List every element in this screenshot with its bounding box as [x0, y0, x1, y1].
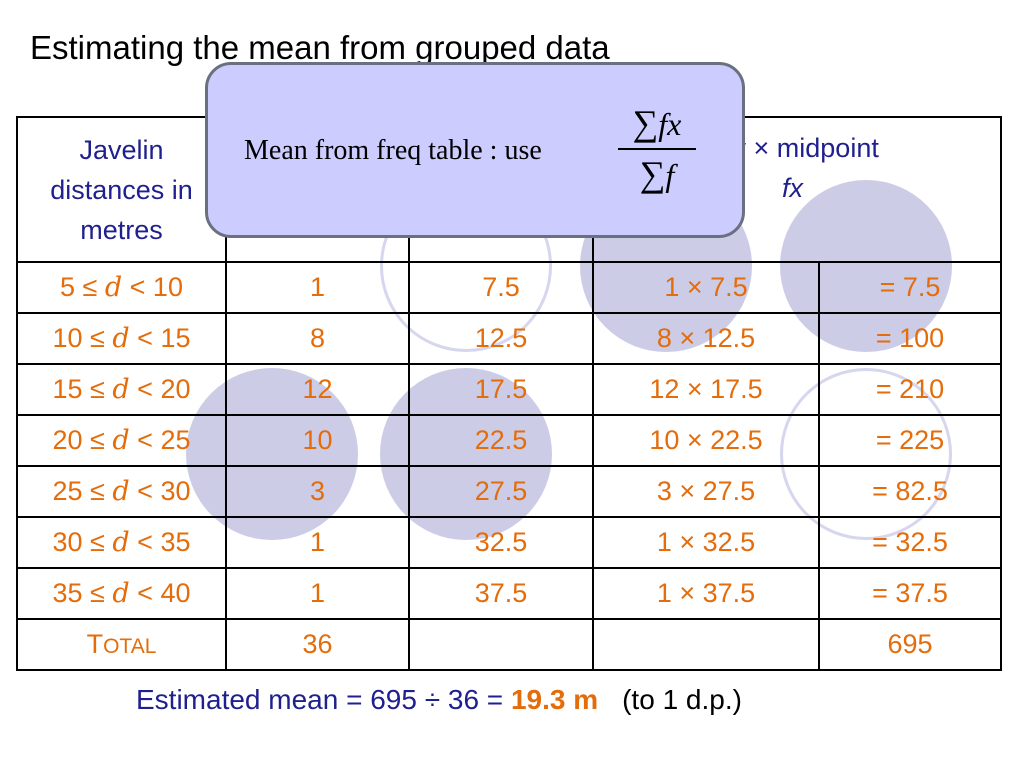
- frequency-cell: 8: [225, 312, 410, 365]
- interval-cell: 15 ≤ d < 20: [16, 363, 227, 416]
- result-prefix: Estimated mean = 695 ÷ 36 =: [136, 684, 511, 715]
- midpoint-cell: 37.5: [408, 567, 594, 620]
- frequency-cell: 10: [225, 414, 410, 467]
- header-fx-symbol: fx: [782, 173, 804, 203]
- interval-cell: 30 ≤ d < 35: [16, 516, 227, 569]
- midpoint-cell: 32.5: [408, 516, 594, 569]
- table-row: 25 ≤ d < 30 3 27.5 3 × 27.5 = 82.5: [16, 465, 1002, 518]
- table-row: 15 ≤ d < 20 12 17.5 12 × 17.5 = 210: [16, 363, 1002, 416]
- total-label: TOTAL: [16, 618, 227, 671]
- product-cell: 8 × 12.5: [592, 312, 820, 365]
- table-row: 30 ≤ d < 35 1 32.5 1 × 32.5 = 32.5: [16, 516, 1002, 569]
- header-distance-line3: metres: [80, 214, 163, 245]
- total-frequency: 36: [225, 618, 410, 671]
- product-cell: 1 × 32.5: [592, 516, 820, 569]
- fx-cell: = 37.5: [818, 567, 1002, 620]
- formula-denominator: ∑f: [639, 154, 675, 194]
- formula-callout: Mean from freq table : use ∑fx ∑f: [205, 62, 745, 238]
- table-row: 10 ≤ d < 15 8 12.5 8 × 12.5 = 100: [16, 312, 1002, 365]
- table-total-row: TOTAL 36 695: [16, 618, 1002, 671]
- total-empty-midpoint: [408, 618, 594, 671]
- fx-cell: = 7.5: [818, 261, 1002, 314]
- table-row: 20 ≤ d < 25 10 22.5 10 × 22.5 = 225: [16, 414, 1002, 467]
- midpoint-cell: 12.5: [408, 312, 594, 365]
- product-cell: 10 × 22.5: [592, 414, 820, 467]
- header-distance: Javelin distances in metres: [16, 116, 227, 263]
- header-distance-line2: distances in: [50, 174, 193, 205]
- interval-cell: 25 ≤ d < 30: [16, 465, 227, 518]
- fx-cell: = 225: [818, 414, 1002, 467]
- formula-text: Mean from freq table : use: [244, 135, 542, 166]
- interval-cell: 5 ≤ d < 10: [16, 261, 227, 314]
- frequency-cell: 12: [225, 363, 410, 416]
- result-precision: (to 1 d.p.): [622, 684, 742, 715]
- fx-cell: = 100: [818, 312, 1002, 365]
- interval-cell: 20 ≤ d < 25: [16, 414, 227, 467]
- table-row: 35 ≤ d < 40 1 37.5 1 × 37.5 = 37.5: [16, 567, 1002, 620]
- fx-cell: = 82.5: [818, 465, 1002, 518]
- midpoint-cell: 7.5: [408, 261, 594, 314]
- header-distance-line1: Javelin: [79, 134, 164, 165]
- product-cell: 1 × 37.5: [592, 567, 820, 620]
- mean-formula-fraction: ∑fx ∑f: [618, 103, 696, 195]
- estimated-mean-result: Estimated mean = 695 ÷ 36 = 19.3 m (to 1 …: [136, 684, 742, 716]
- frequency-cell: 1: [225, 261, 410, 314]
- frequency-cell: 3: [225, 465, 410, 518]
- interval-cell: 35 ≤ d < 40: [16, 567, 227, 620]
- interval-cell: 10 ≤ d < 15: [16, 312, 227, 365]
- frequency-cell: 1: [225, 567, 410, 620]
- formula-numerator: ∑fx: [632, 103, 682, 143]
- total-fx: 695: [818, 618, 1002, 671]
- result-answer: 19.3 m: [510, 684, 599, 715]
- table-row: 5 ≤ d < 10 1 7.5 1 × 7.5 = 7.5: [16, 261, 1002, 314]
- product-cell: 3 × 27.5: [592, 465, 820, 518]
- product-cell: 1 × 7.5: [592, 261, 820, 314]
- page-title: Estimating the mean from grouped data: [30, 29, 610, 66]
- fx-cell: = 32.5: [818, 516, 1002, 569]
- midpoint-cell: 27.5: [408, 465, 594, 518]
- midpoint-cell: 17.5: [408, 363, 594, 416]
- fraction-bar: [618, 148, 696, 150]
- midpoint-cell: 22.5: [408, 414, 594, 467]
- fx-cell: = 210: [818, 363, 1002, 416]
- total-empty-product: [592, 618, 820, 671]
- frequency-cell: 1: [225, 516, 410, 569]
- product-cell: 12 × 17.5: [592, 363, 820, 416]
